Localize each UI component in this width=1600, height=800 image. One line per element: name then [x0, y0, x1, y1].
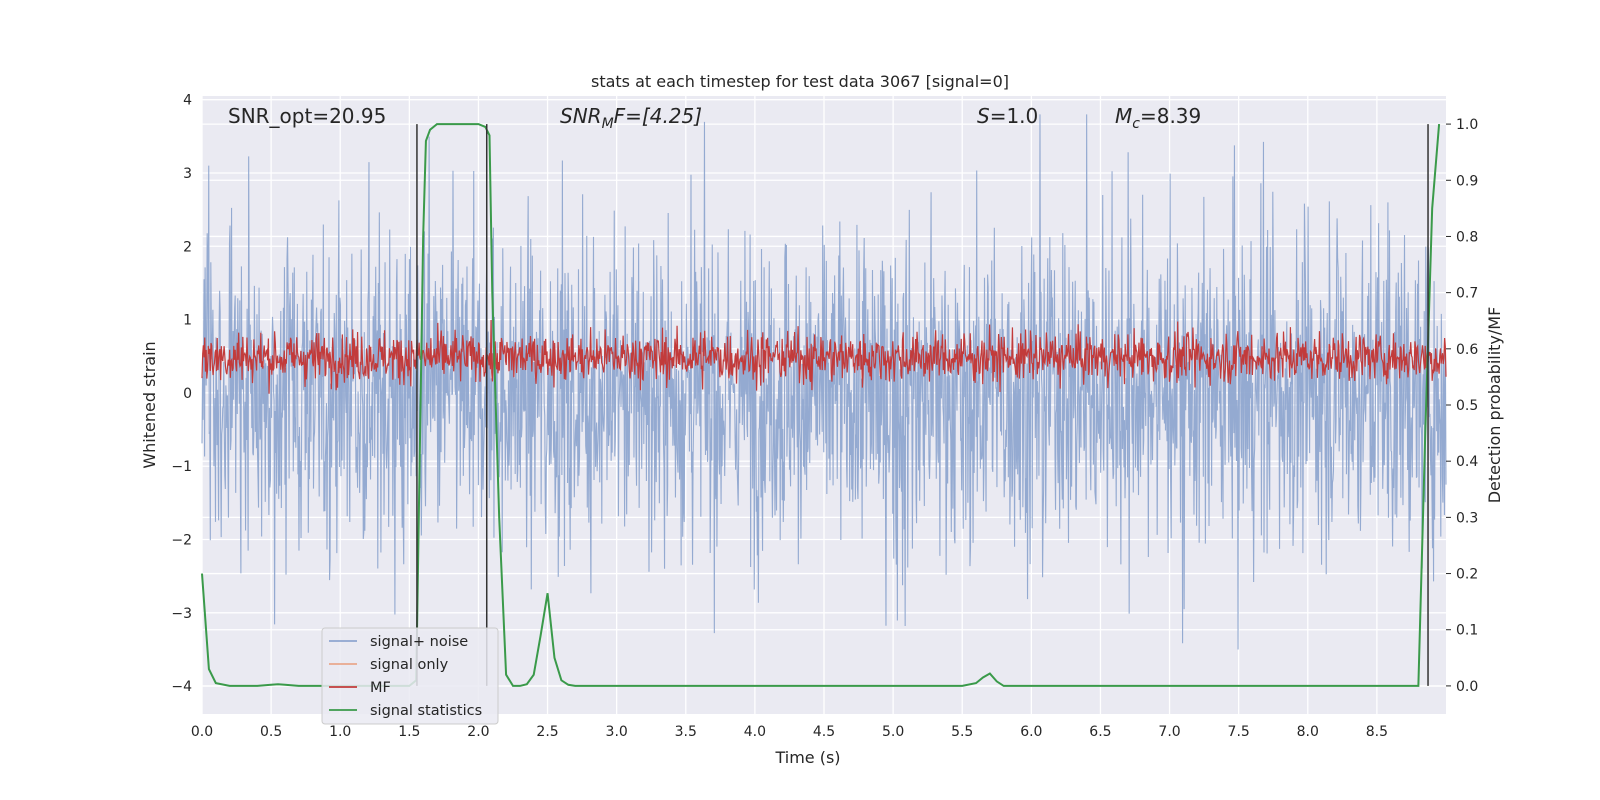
y-left-tick-label: −1: [171, 459, 192, 475]
legend-label-signal-noise: signal+ noise: [370, 634, 468, 650]
x-tick-label: 0.0: [191, 724, 213, 740]
y-right-tick-label: 0.4: [1456, 454, 1478, 470]
chart-title: stats at each timestep for test data 306…: [591, 72, 1009, 91]
y-right-tick-label: 0.7: [1456, 286, 1478, 302]
y-left-tick-label: −4: [171, 679, 192, 695]
snr-mf-subscript: M: [602, 116, 614, 132]
y-right-tick-labels: 0.0 0.1 0.2 0.3 0.4 0.5 0.6 0.7 0.8 0.9 1.0: [1446, 117, 1478, 695]
x-tick-labels: 0.0 0.5 1.0 1.5 2.0 2.5 3.0 3.5 4.0 4.5 5.0 5.5 6.0 6…: [191, 724, 1388, 740]
snr-mf-symbol: SNR: [560, 104, 602, 128]
x-tick-label: 8.5: [1366, 724, 1388, 740]
series-signal-statistics: [201, 123, 1441, 687]
annotation-s: S=1.0: [977, 104, 1038, 128]
legend-box: [321, 627, 499, 725]
legend-label-mf: MF: [370, 680, 391, 696]
y-right-tick-label: 0.2: [1456, 567, 1478, 583]
x-tick-label: 3.5: [675, 724, 697, 740]
x-tick-label: 6.5: [1089, 724, 1111, 740]
y-right-tick-label: 0.8: [1456, 229, 1478, 245]
y-right-tick-label: 0.9: [1456, 173, 1478, 189]
y-left-tick-labels: −4 −3 −2 −1 0 1 2 3 4: [171, 93, 192, 695]
x-tick-label: 3.0: [606, 724, 628, 740]
series-mf: [201, 320, 1447, 394]
x-tick-label: 7.0: [1158, 724, 1180, 740]
mf-line: [201, 320, 1447, 394]
y-left-tick-label: −3: [171, 606, 192, 622]
y-left-tick-label: 3: [183, 166, 192, 182]
legend-label-signal-only: signal only: [370, 657, 449, 673]
x-tick-label: 4.5: [813, 724, 835, 740]
y-left-tick-label: 1: [183, 313, 192, 329]
x-tick-label: 6.0: [1020, 724, 1042, 740]
x-axis-label: Time (s): [774, 748, 840, 767]
mc-subscript: c: [1132, 116, 1140, 132]
y-right-tick-label: 1.0: [1456, 117, 1478, 133]
y-right-tick-label: 0.3: [1456, 510, 1478, 526]
signal-statistics-line: [201, 123, 1441, 687]
x-tick-label: 8.0: [1297, 724, 1319, 740]
x-tick-label: 0.5: [260, 724, 282, 740]
y-right-tick-label: 0.5: [1456, 398, 1478, 414]
legend: signal+ noise signal only MF signal stat…: [321, 627, 499, 725]
x-tick-label: 7.5: [1228, 724, 1250, 740]
y-left-tick-label: 0: [183, 386, 192, 402]
series-signal-noise: [201, 114, 1447, 650]
mc-symbol: M: [1115, 104, 1132, 128]
annotation-snr-opt: SNR_opt=20.95: [228, 104, 386, 128]
y-axis-right-label: Detection probability/MF: [1485, 307, 1504, 504]
y-left-tick-label: 4: [183, 93, 192, 109]
x-tick-label: 4.0: [744, 724, 766, 740]
x-tick-label: 2.0: [467, 724, 489, 740]
y-left-tick-label: −2: [171, 533, 192, 549]
x-tick-label: 1.5: [398, 724, 420, 740]
y-axis-left-label: Whitened strain: [140, 341, 159, 468]
legend-label-signal-statistics: signal statistics: [370, 703, 482, 719]
y-right-tick-label: 0.0: [1456, 679, 1478, 695]
vertical-markers: [416, 124, 1429, 686]
y-left-tick-label: 2: [183, 239, 192, 255]
snr-mf-rest: F=[4.25]: [614, 104, 702, 128]
mc-rest: =8.39: [1140, 104, 1201, 128]
s-rest: =1.0: [990, 104, 1039, 128]
s-symbol: S: [977, 104, 990, 128]
y-right-tick-label: 0.1: [1456, 623, 1478, 639]
annotation-snr-mf: SNRMF=[4.25]: [560, 104, 702, 132]
signal-noise-line: [201, 114, 1447, 650]
x-tick-label: 2.5: [536, 724, 558, 740]
x-tick-label: 5.5: [951, 724, 973, 740]
y-right-tick-label: 0.6: [1456, 342, 1478, 358]
x-tick-label: 5.0: [882, 724, 904, 740]
x-tick-label: 1.0: [329, 724, 351, 740]
annotation-mc: Mc=8.39: [1115, 104, 1201, 132]
